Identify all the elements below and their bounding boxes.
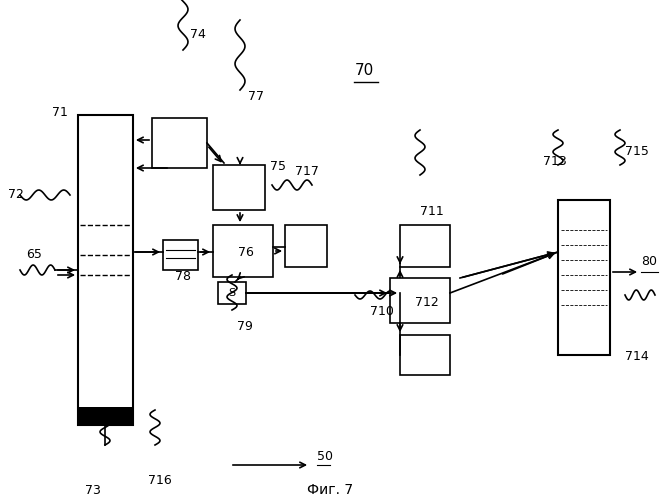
Text: 76: 76: [238, 246, 254, 259]
Text: 80: 80: [641, 255, 657, 268]
FancyBboxPatch shape: [558, 200, 610, 355]
Text: 710: 710: [370, 305, 394, 318]
FancyBboxPatch shape: [400, 225, 450, 267]
Text: 713: 713: [543, 155, 566, 168]
Text: 714: 714: [625, 350, 648, 363]
FancyBboxPatch shape: [218, 282, 246, 304]
Text: 717: 717: [295, 165, 319, 178]
Text: 78: 78: [176, 270, 192, 283]
FancyBboxPatch shape: [390, 278, 450, 323]
FancyBboxPatch shape: [78, 407, 133, 425]
FancyBboxPatch shape: [78, 115, 133, 425]
Text: 74: 74: [190, 28, 206, 42]
Text: 716: 716: [148, 474, 172, 486]
Text: 711: 711: [420, 205, 444, 218]
Text: 79: 79: [237, 320, 253, 333]
Text: 65: 65: [26, 248, 42, 262]
Text: 73: 73: [85, 484, 101, 496]
FancyBboxPatch shape: [152, 118, 207, 168]
Text: 72: 72: [8, 188, 24, 202]
Text: S: S: [229, 288, 235, 298]
FancyBboxPatch shape: [400, 335, 450, 375]
FancyBboxPatch shape: [285, 225, 327, 267]
Text: 712: 712: [415, 296, 439, 308]
FancyBboxPatch shape: [213, 225, 273, 277]
Text: 715: 715: [625, 145, 649, 158]
FancyBboxPatch shape: [163, 240, 198, 270]
Text: 71: 71: [52, 106, 68, 118]
Text: Фиг. 7: Фиг. 7: [307, 483, 353, 497]
Text: 75: 75: [270, 160, 286, 173]
Text: 77: 77: [248, 90, 264, 103]
FancyBboxPatch shape: [213, 165, 265, 210]
Text: 50: 50: [317, 450, 333, 463]
Text: 70: 70: [355, 63, 374, 78]
